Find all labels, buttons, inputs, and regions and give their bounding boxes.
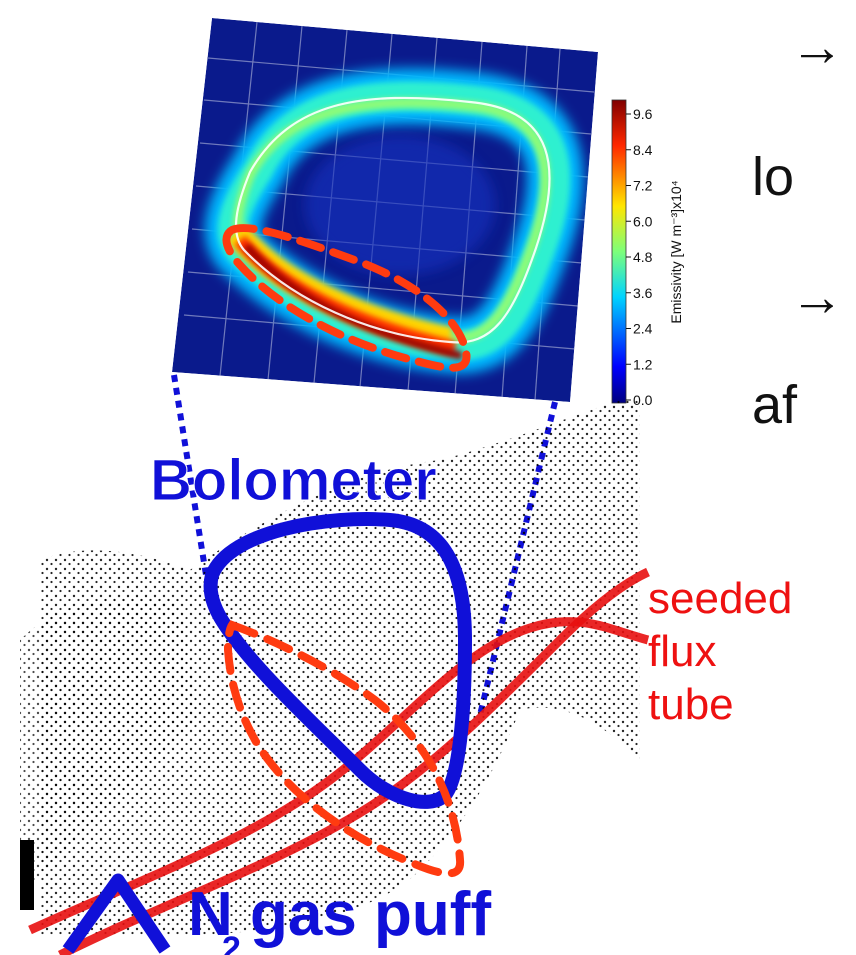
colorbar-tick-label: 3.6 (633, 285, 653, 301)
flux-label: flux (648, 627, 717, 676)
seeded-flux-tube-lower (57, 567, 650, 955)
colorbar-tick-label: 4.8 (633, 249, 653, 265)
colorbar-ticks: 9.68.47.26.04.83.62.41.20.0 (626, 106, 653, 408)
seeded-label: seeded (648, 574, 793, 623)
triangle-icon (62, 873, 171, 954)
emissivity-map (172, 18, 598, 402)
right-text-line-3: → (790, 267, 844, 327)
colorbar: 9.68.47.26.04.83.62.41.20.0 Emissivity [… (611, 99, 684, 408)
colorbar-tick-label: 7.2 (633, 178, 653, 194)
map-dashed-region (222, 224, 471, 372)
colorbar-tick-label: 1.2 (633, 356, 653, 372)
gas-puff-label: N 2 gas puff (62, 873, 491, 955)
colorbar-tick-label: 6.0 (633, 213, 653, 229)
tube-label: tube (648, 680, 734, 729)
colorbar-title: Emissivity [W m⁻³]x10⁴ (668, 180, 684, 323)
colorbar-tick-label: 8.4 (633, 142, 653, 158)
right-text-line-2: lo (752, 147, 795, 207)
gas-puff-text: gas puff (250, 880, 491, 949)
gas-puff-subscript: 2 (222, 930, 241, 955)
lower-dashed-region (223, 620, 465, 878)
right-text-line-1: → (790, 17, 844, 77)
right-text-line-4: af (752, 375, 798, 435)
flux-surface-points (20, 400, 640, 935)
colorbar-tick-label: 9.6 (633, 106, 653, 122)
bolometer-label: Bolometer (150, 448, 437, 513)
bolometer-line-of-sight (203, 512, 473, 809)
gas-puff-n: N (188, 880, 233, 949)
colorbar-gradient (611, 99, 627, 404)
colorbar-tick-label: 2.4 (633, 321, 653, 337)
